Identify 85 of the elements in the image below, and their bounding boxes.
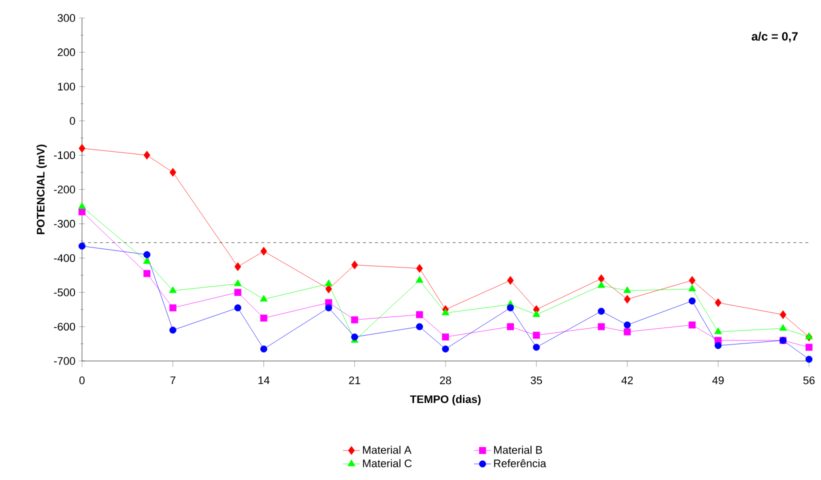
x-tick-label: 28 [440, 376, 452, 384]
y-tick-label: -200 [54, 186, 76, 194]
point [260, 345, 268, 352]
point [688, 284, 696, 292]
point [351, 316, 358, 324]
point [506, 304, 514, 312]
point [144, 150, 150, 160]
legend-label: Material B [494, 446, 542, 454]
point [506, 323, 514, 330]
y-tick-label: -300 [54, 220, 76, 228]
point [780, 310, 786, 320]
x-axis-title: TEMPO (dias) [410, 395, 481, 406]
point [234, 262, 242, 272]
point [688, 321, 696, 328]
point [442, 345, 449, 352]
point [532, 310, 540, 317]
y-tick-label: -600 [54, 322, 76, 331]
point [688, 276, 696, 285]
x-tick-label: 0 [79, 376, 85, 384]
y-tick-label: -700 [54, 357, 76, 365]
point [351, 333, 358, 340]
point [714, 342, 722, 350]
point [598, 308, 605, 315]
point [260, 314, 268, 322]
point [598, 323, 605, 330]
point [78, 208, 86, 216]
y-tick-label: 200 [58, 48, 76, 56]
point [169, 326, 176, 334]
point [532, 332, 540, 339]
point [416, 276, 424, 283]
point [169, 286, 177, 293]
point [806, 356, 812, 363]
point [714, 298, 722, 308]
point [325, 284, 332, 294]
point [688, 297, 696, 304]
annotation: a/c = 0,7 [752, 32, 798, 42]
point [143, 270, 150, 278]
x-tick-label: 49 [712, 376, 724, 384]
y-tick-label: 0 [70, 117, 76, 125]
x-tick-label: 21 [349, 376, 360, 384]
point [351, 260, 358, 270]
point [442, 308, 450, 316]
point [143, 251, 150, 258]
point [78, 144, 86, 153]
point [260, 246, 268, 256]
point [169, 304, 176, 312]
point [624, 321, 631, 328]
y-tick-label: 100 [58, 82, 76, 90]
x-tick-label: 14 [258, 376, 270, 384]
point [623, 286, 632, 293]
point [806, 344, 812, 351]
point [170, 168, 176, 177]
point [416, 311, 424, 318]
point [714, 327, 722, 334]
x-tick-label: 35 [530, 376, 542, 384]
y-tick-label: -100 [54, 151, 76, 160]
legend-label: Material A [363, 446, 412, 454]
point [143, 257, 151, 264]
point [234, 304, 242, 312]
point [624, 294, 631, 304]
x-tick-label: 7 [170, 376, 176, 384]
point [597, 281, 606, 288]
y-tick-label: -500 [54, 288, 76, 296]
point [416, 323, 424, 330]
point [234, 288, 242, 296]
legend-label: Referência [494, 459, 546, 468]
y-axis-title: POTENCIAL (mV) [36, 144, 47, 234]
point [624, 328, 631, 336]
point [442, 333, 449, 340]
x-tick-label: 56 [803, 376, 815, 384]
point [324, 279, 332, 286]
y-tick-label: 300 [58, 14, 76, 22]
point [416, 264, 423, 273]
point [598, 274, 605, 284]
point [507, 276, 514, 285]
point [260, 294, 268, 302]
point [234, 279, 242, 286]
point [78, 242, 86, 250]
point [78, 202, 86, 209]
legend-label: Material C [363, 459, 412, 468]
point [779, 324, 787, 331]
point [325, 304, 332, 312]
x-tick-label: 42 [621, 376, 633, 384]
point [532, 344, 540, 351]
y-tick-label: -400 [54, 254, 76, 262]
